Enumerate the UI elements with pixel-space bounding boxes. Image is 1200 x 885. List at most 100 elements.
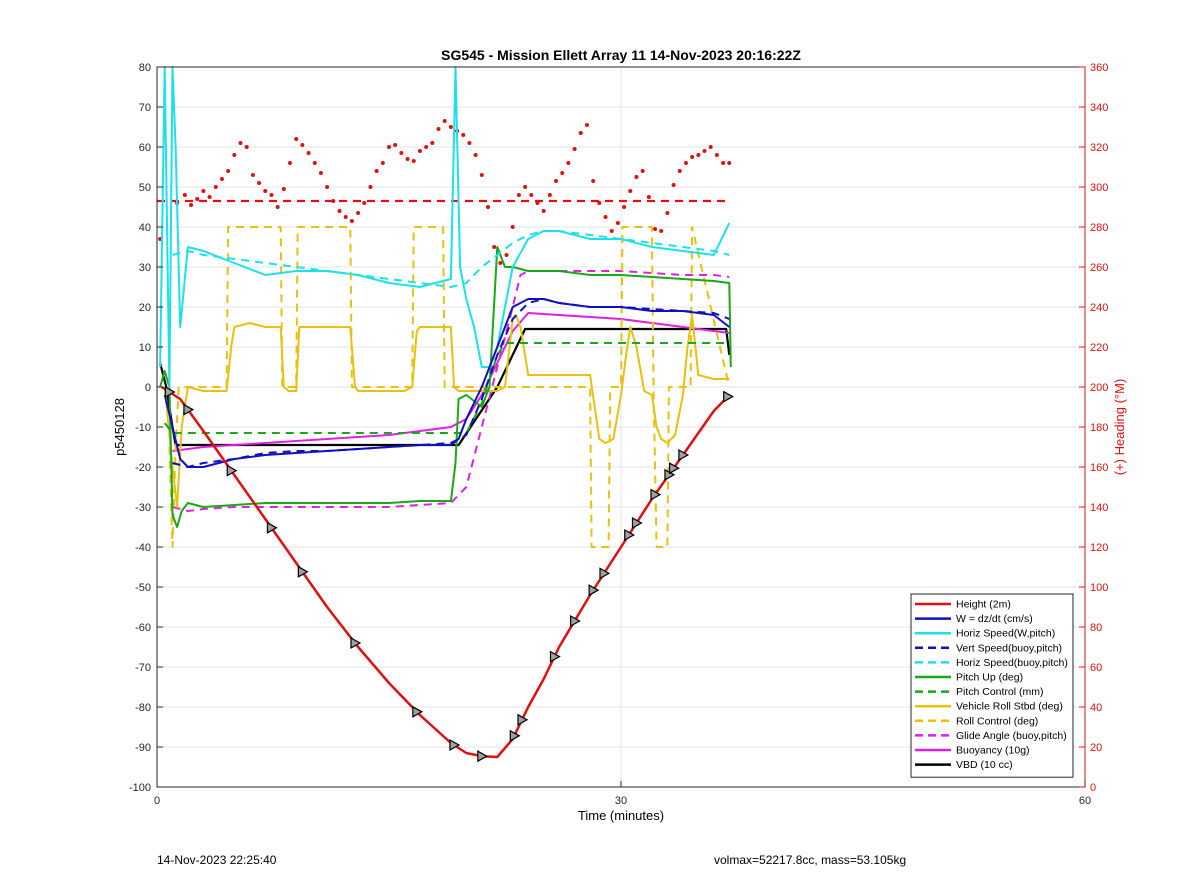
height-marker xyxy=(183,403,195,416)
heading-point xyxy=(615,221,620,225)
y2-tick-label: 80 xyxy=(1090,622,1102,634)
heading-point xyxy=(244,145,249,149)
heading-point xyxy=(207,195,212,199)
y-tick-label: 80 xyxy=(139,62,151,74)
heading-point xyxy=(343,215,348,219)
heading-point xyxy=(702,149,707,153)
heading-point xyxy=(182,193,187,197)
heading-point xyxy=(399,151,404,155)
y2-tick-label: 200 xyxy=(1090,382,1108,394)
height-marker xyxy=(509,729,521,742)
heading-point xyxy=(628,189,633,193)
heading-point xyxy=(523,185,528,189)
heading-point xyxy=(516,193,521,197)
height-marker xyxy=(350,636,362,650)
heading-point xyxy=(690,155,695,159)
y-tick-label: -80 xyxy=(135,702,151,714)
legend-entry: Roll Control (deg) xyxy=(956,715,1038,727)
height-marker xyxy=(164,385,176,399)
x-tick-label: 60 xyxy=(1079,795,1091,807)
heading-point xyxy=(721,161,726,165)
heading-point xyxy=(312,161,317,165)
y-tick-label: -60 xyxy=(135,622,151,634)
heading-point xyxy=(461,133,466,137)
y2-tick-label: 40 xyxy=(1090,702,1102,714)
heading-point xyxy=(213,185,218,189)
heading-point xyxy=(368,185,373,189)
heading-point xyxy=(547,193,552,197)
height-marker xyxy=(297,565,309,578)
heading-point xyxy=(566,161,571,165)
heading-point xyxy=(393,143,398,147)
heading-point xyxy=(275,205,280,209)
y-tick-label: -20 xyxy=(135,462,151,474)
y2-tick-label: 340 xyxy=(1090,102,1108,114)
series-layer xyxy=(157,66,734,763)
height-marker xyxy=(412,705,424,718)
heading-point xyxy=(485,205,490,209)
heading-point xyxy=(646,195,651,199)
heading-point xyxy=(665,211,670,215)
legend-entry: Height (2m) xyxy=(956,599,1011,611)
heading-point xyxy=(634,175,639,179)
series-line-horiz-speed-buoy-pitch xyxy=(172,230,730,288)
heading-point xyxy=(659,229,664,233)
axes: -100-90-80-70-60-50-40-30-20-10010203040… xyxy=(129,62,1108,807)
y2-tick-label: 240 xyxy=(1090,302,1108,314)
height-marker xyxy=(266,521,278,534)
heading-point xyxy=(436,127,441,131)
heading-point xyxy=(714,153,719,157)
heading-point xyxy=(572,147,577,151)
y-tick-label: -10 xyxy=(135,422,151,434)
footer-timestamp: 14-Nov-2023 22:25:40 xyxy=(157,853,277,867)
heading-point xyxy=(603,215,608,219)
y2-tick-label: 180 xyxy=(1090,422,1108,434)
legend-entry: Pitch Control (mm) xyxy=(956,686,1044,698)
y2-tick-label: 260 xyxy=(1090,262,1108,274)
y-tick-label: -100 xyxy=(129,782,151,794)
height-marker xyxy=(631,516,643,530)
heading-point xyxy=(417,149,422,153)
heading-point xyxy=(189,203,194,207)
y-tick-label: 0 xyxy=(145,382,151,394)
height-marker xyxy=(517,713,529,726)
heading-point xyxy=(696,153,701,157)
heading-point xyxy=(442,119,447,123)
heading-point xyxy=(492,245,497,249)
heading-point xyxy=(226,169,231,173)
y-tick-label: 10 xyxy=(139,342,151,354)
y2-tick-label: 120 xyxy=(1090,542,1108,554)
heading-point xyxy=(362,201,367,205)
heading-point xyxy=(708,145,713,149)
heading-point xyxy=(349,219,354,223)
height-marker xyxy=(449,738,461,752)
y2-axis-label: (+) Heading (°M) xyxy=(1112,379,1127,476)
legend: Height (2m) W = dz/dt (cm/s) Horiz Speed(W… xyxy=(910,593,1074,778)
heading-point xyxy=(219,177,224,181)
x-tick-label: 30 xyxy=(615,795,627,807)
footer-vol-mass: volmax=52217.8cc, mass=53.105kg xyxy=(714,853,907,867)
series-line-pitch-up-deg xyxy=(159,246,732,528)
y2-tick-label: 360 xyxy=(1090,62,1108,74)
heading-point xyxy=(448,125,453,129)
y2-tick-label: 140 xyxy=(1090,502,1108,514)
height-marker xyxy=(624,528,635,542)
y-tick-label: 70 xyxy=(139,102,151,114)
series-line-roll-control-deg xyxy=(168,226,731,548)
heading-point xyxy=(510,225,515,229)
heading-point xyxy=(380,161,385,165)
heading-point xyxy=(560,171,565,175)
heading-point xyxy=(411,159,416,163)
heading-point xyxy=(356,211,361,215)
y-tick-label: 60 xyxy=(139,142,151,154)
heading-point xyxy=(281,187,286,191)
legend-entry: Glide Angle (buoy,pitch) xyxy=(956,730,1067,742)
heading-point xyxy=(300,143,305,147)
x-axis-label: Time (minutes) xyxy=(578,808,664,823)
heading-point xyxy=(622,205,627,209)
y-tick-label: -50 xyxy=(135,582,151,594)
legend-entry: Buoyancy (10g) xyxy=(956,745,1030,757)
legend-entry: Vehicle Roll Stbd (deg) xyxy=(956,701,1063,713)
y-tick-label: -90 xyxy=(135,742,151,754)
